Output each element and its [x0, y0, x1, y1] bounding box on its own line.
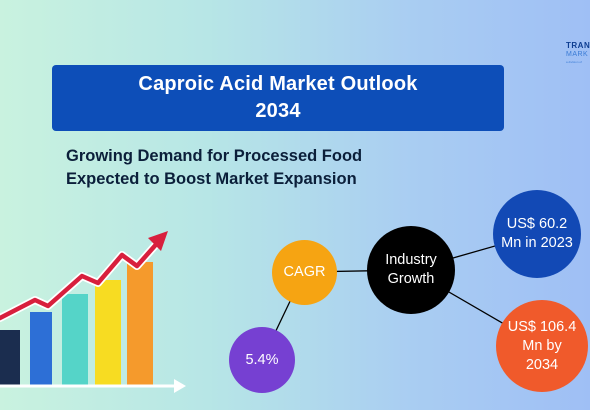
logo-text-line1: TRAN [566, 41, 590, 50]
title-line2: 2034 [255, 100, 301, 122]
title-banner: Caproic Acid Market Outlook 2034 [52, 65, 504, 131]
brand-logo: TRAN MARK a division of [560, 35, 590, 75]
cagr-value: 5.4% [245, 351, 279, 368]
title-line1: Caproic Acid Market Outlook [138, 73, 418, 95]
industry-growth-bubble: Industry Growth [367, 226, 455, 314]
cagr-value-bubble: 5.4% [229, 327, 295, 393]
market-value-2034-line2: Mn by [522, 337, 562, 354]
chart-bar-5 [127, 262, 153, 385]
chart-bar-4 [95, 280, 121, 385]
market-value-2023-bubble: US$ 60.2 Mn in 2023 [493, 190, 581, 278]
industry-growth-line1: Industry [385, 252, 437, 268]
market-value-2023-line2: Mn in 2023 [501, 235, 573, 251]
market-value-2034-line3: 2034 [525, 356, 559, 373]
chart-bar-3 [62, 294, 88, 385]
growth-bar-chart-icon [0, 262, 186, 393]
subtitle-line2: Expected to Boost Market Expansion [66, 170, 357, 188]
subtitle-line1: Growing Demand for Processed Food [66, 147, 363, 165]
subtitle: Growing Demand for Processed Food Expect… [66, 145, 426, 191]
cagr-label: CAGR [283, 264, 326, 280]
industry-growth-line2: Growth [387, 271, 435, 287]
market-value-2023-line1: US$ 60.2 [506, 216, 568, 232]
logo-text-line2: MARK [566, 51, 589, 58]
chart-axis-arrowhead [174, 379, 186, 393]
chart-bar-2 [30, 312, 52, 385]
chart-bar-1 [0, 330, 20, 385]
logo-text-line3: a division of [566, 60, 582, 64]
market-value-2034-line1: US$ 106.4 [507, 318, 577, 335]
cagr-bubble: CAGR [272, 240, 337, 305]
trend-up-arrow-icon [0, 231, 168, 322]
market-value-2034-bubble: US$ 106.4 Mn by 2034 [496, 300, 588, 392]
